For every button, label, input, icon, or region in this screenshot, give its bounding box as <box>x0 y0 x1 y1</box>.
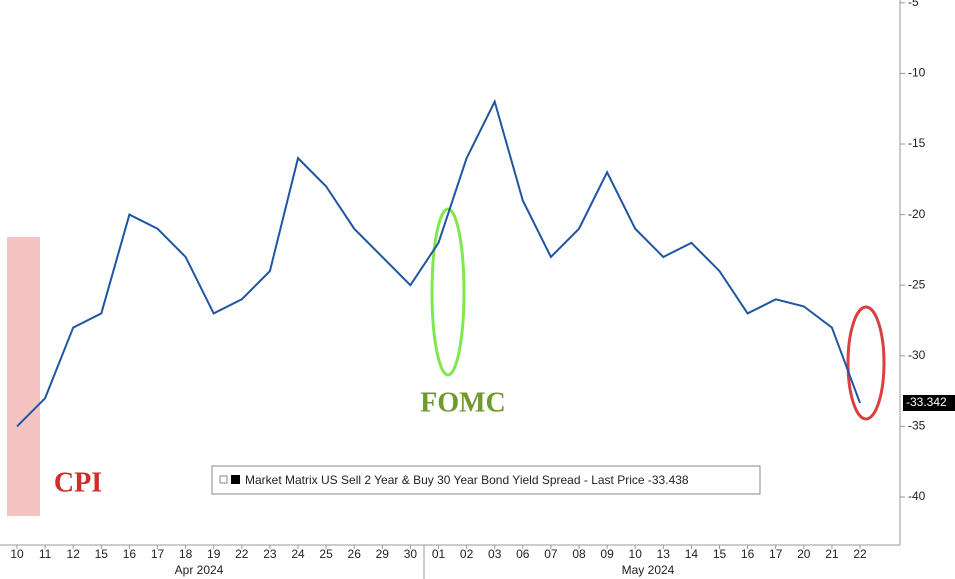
x-tick-label: 17 <box>769 547 783 561</box>
x-tick-label: 07 <box>544 547 558 561</box>
x-tick-label: 22 <box>853 547 867 561</box>
y-tick-label: -30 <box>908 348 926 362</box>
y-tick-label: -20 <box>908 207 926 221</box>
x-tick-label: 09 <box>600 547 614 561</box>
x-tick-label: 15 <box>95 547 109 561</box>
x-tick-label: 14 <box>685 547 699 561</box>
y-tick-label: -5 <box>908 0 919 9</box>
x-tick-label: 20 <box>797 547 811 561</box>
x-tick-label: 12 <box>67 547 81 561</box>
last-price-box <box>903 394 955 411</box>
x-tick-label: 25 <box>319 547 333 561</box>
month-label: Apr 2024 <box>175 563 224 577</box>
y-tick-label: -25 <box>908 277 926 291</box>
x-tick-label: 16 <box>123 547 137 561</box>
y-tick-label: -10 <box>908 66 926 80</box>
x-tick-label: 13 <box>657 547 671 561</box>
x-tick-label: 30 <box>404 547 418 561</box>
month-label: May 2024 <box>622 563 675 577</box>
series-line <box>16 98 861 428</box>
annotation: FOMC <box>420 387 506 418</box>
x-tick-label: 23 <box>263 547 277 561</box>
x-tick-label: 19 <box>207 547 221 561</box>
y-tick-label: -40 <box>908 489 926 503</box>
y-tick-label: -35 <box>908 419 926 433</box>
legend-swatch <box>231 475 240 484</box>
x-tick-label: 21 <box>825 547 839 561</box>
x-tick-label: 26 <box>348 547 362 561</box>
x-tick-label: 22 <box>235 547 249 561</box>
x-tick-label: 06 <box>516 547 530 561</box>
x-tick-label: 11 <box>39 547 52 561</box>
x-tick-label: 03 <box>488 547 502 561</box>
end-circle <box>846 305 886 421</box>
x-tick-label: 24 <box>291 547 305 561</box>
y-tick-label: -15 <box>908 136 926 150</box>
x-tick-label: 15 <box>713 547 727 561</box>
x-tick-label: 08 <box>572 547 586 561</box>
x-tick-label: 16 <box>741 547 755 561</box>
legend-label: Market Matrix US Sell 2 Year & Buy 30 Ye… <box>245 473 689 487</box>
x-tick-label: 01 <box>432 547 446 561</box>
x-tick-label: 02 <box>460 547 474 561</box>
cpi-highlight <box>7 237 40 516</box>
last-price-label: -33.342 <box>906 395 947 409</box>
legend-box <box>211 465 761 495</box>
x-tick-label: 18 <box>179 547 193 561</box>
x-tick-label: 10 <box>10 547 24 561</box>
x-tick-label: 17 <box>151 547 165 561</box>
fomc-circle <box>430 207 466 377</box>
x-tick-label: 10 <box>629 547 643 561</box>
x-tick-label: 29 <box>376 547 390 561</box>
annotation: CPI <box>54 467 102 498</box>
legend-toggle <box>219 475 228 484</box>
